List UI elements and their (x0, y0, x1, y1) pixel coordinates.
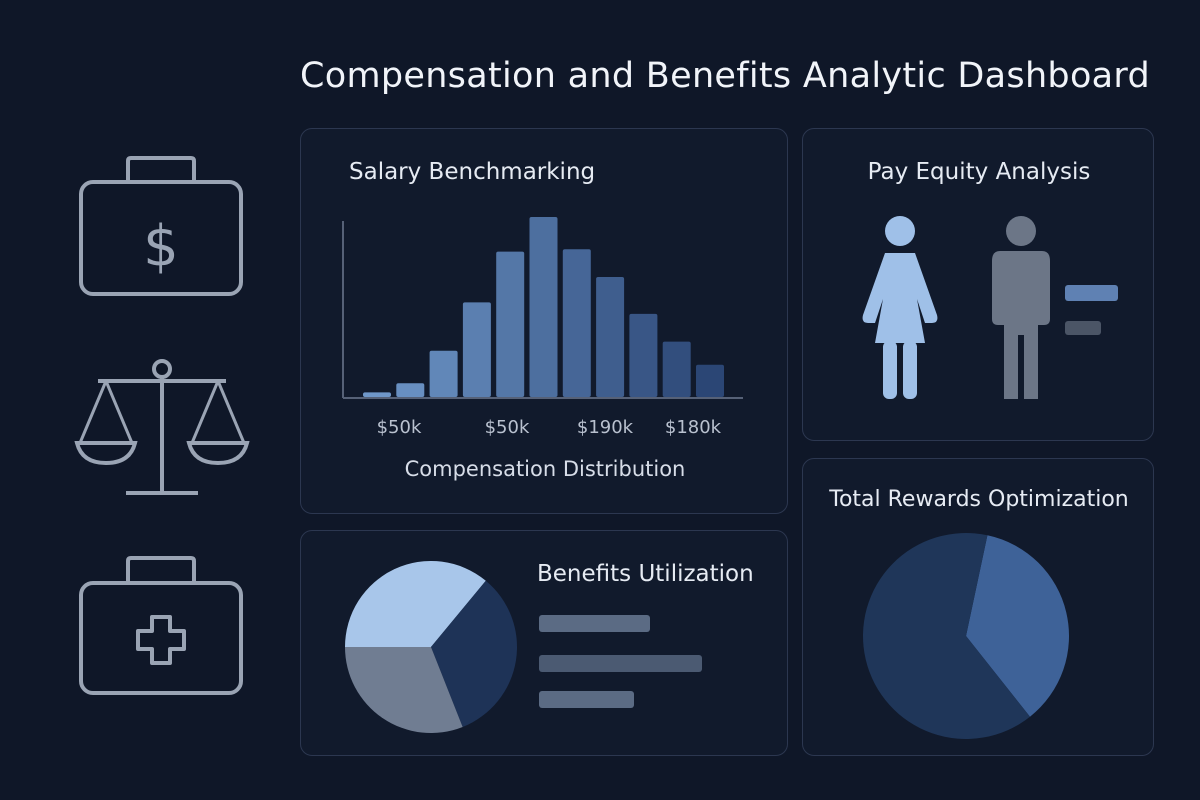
pie-slice (345, 647, 463, 733)
x-tick-label: $190k (577, 417, 634, 438)
x-axis-caption: Compensation Distribution (404, 457, 686, 481)
benefits-pie-chart (345, 561, 517, 733)
scales-icon[interactable] (74, 355, 250, 500)
pie-slice (431, 580, 517, 727)
benefits-legend-bar (539, 655, 702, 672)
histogram-bar (396, 383, 425, 397)
page-title: Compensation and Benefits Analytic Dashb… (300, 56, 1151, 96)
histogram-bar (562, 249, 591, 397)
briefcase-dollar-icon[interactable]: $ (78, 155, 244, 297)
panel-title: Salary Benchmarking (349, 159, 596, 185)
equity-legend-bar (1065, 285, 1118, 301)
benefits-legend-bar (539, 615, 650, 632)
x-tick-label: $50k (377, 417, 422, 438)
panel-title: Pay Equity Analysis (867, 159, 1091, 185)
histogram-bar (529, 217, 558, 397)
histogram-bar (696, 364, 724, 397)
total-rewards-panel: Total Rewards Optimization (802, 458, 1154, 756)
salary-benchmarking-panel: Salary Benchmarking $50k $50k $190k $180k C… (300, 128, 788, 514)
panel-title: Total Rewards Optimization (829, 487, 1129, 512)
histogram-bar (629, 313, 658, 397)
pie-slice (863, 533, 1030, 739)
histogram-bar (496, 251, 525, 397)
histogram-bar (429, 350, 458, 397)
rewards-pie-chart (863, 533, 1069, 739)
panel-title: Benefits Utilization (537, 561, 754, 587)
pie-slice (345, 561, 486, 647)
benefits-utilization-panel: Benefits Utilization (300, 530, 788, 756)
male-figure-icon (992, 216, 1050, 399)
pie-slice (966, 535, 1069, 717)
svg-text:$: $ (143, 214, 179, 279)
female-figure-icon (862, 216, 938, 399)
benefits-legend-bar (539, 691, 634, 708)
pay-equity-panel: Pay Equity Analysis (802, 128, 1154, 441)
equity-legend-bar (1065, 321, 1101, 335)
medical-kit-icon[interactable] (78, 555, 244, 697)
histogram-bar (363, 392, 391, 397)
histogram-bar (462, 302, 491, 397)
histogram-bar (596, 277, 625, 397)
x-tick-label: $180k (665, 417, 722, 438)
x-tick-label: $50k (485, 417, 530, 438)
histogram-bar (662, 341, 691, 397)
compensation-histogram: $50k $50k $190k $180k (342, 217, 743, 438)
